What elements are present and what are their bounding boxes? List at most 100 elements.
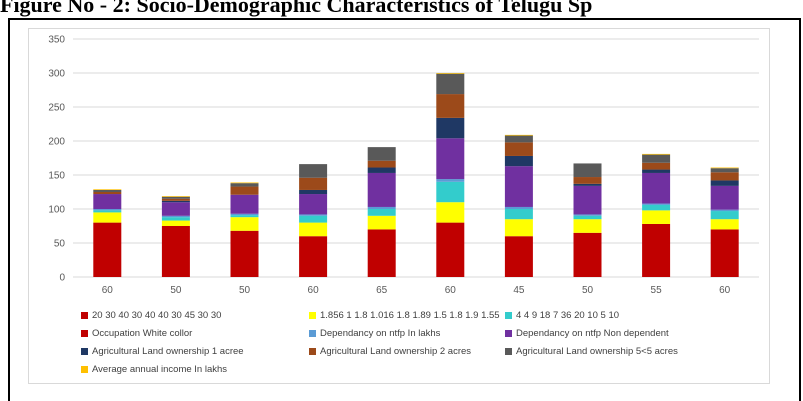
bar-segment [367,229,396,277]
x-tick-label: 50 [239,285,251,296]
bar-segment [93,222,122,277]
bar-segment [642,172,671,204]
legend-label: Agricultural Land ownership 1 acree [92,345,244,357]
bar-segment [436,73,465,95]
y-tick-label: 350 [48,35,65,46]
legend-label: Agricultural Land ownership 5<5 acres [516,345,678,357]
legend-swatch [309,329,316,337]
bar-segment [299,194,328,215]
bar-segment [230,217,259,231]
legend-swatch [505,347,512,355]
bar-segment [504,209,533,220]
legend-item: Dependancy on ntfp Non dependent [505,327,669,339]
bar-segment [367,172,396,207]
bar-segment [642,153,671,155]
bar-segment [710,219,739,230]
bar-segment [436,222,465,277]
legend-label: Dependancy on ntfp In lakhs [320,327,441,339]
x-tick-label: 60 [102,285,114,296]
bar-segment [161,200,190,203]
bar-segment [299,236,328,277]
y-tick-label: 100 [48,205,65,216]
bar-segment [710,185,739,210]
bar-segment [230,182,259,184]
bar-segment [161,220,190,226]
bar-segment [573,215,602,220]
bar-segment [299,215,328,223]
legend-swatch [505,311,512,319]
bar-segment [642,162,671,170]
bar-segment [504,206,533,209]
bar-segment [230,230,259,277]
bar-segment [642,204,671,211]
legend-swatch [309,311,316,319]
bar-segment [436,117,465,139]
figure-caption: Figure No - 2: Socio-Demographic Charact… [0,0,593,17]
bar-segment [230,215,259,218]
x-tick-label: 65 [376,285,388,296]
x-tick-label: 55 [651,285,663,296]
bar-segment [504,155,533,167]
bar-segment [436,138,465,180]
bar-segment [230,194,259,214]
bar-segment [161,196,190,199]
bar-segment [504,134,533,136]
bar-segment [299,214,328,216]
bar-segment [710,180,739,186]
legend-label: Average annual income In lakhs [92,363,228,375]
y-tick-label: 150 [48,171,65,182]
legend-swatch [81,329,88,337]
bar-segment [161,215,190,218]
bar-segment [93,192,122,195]
legend-label: 4 4 9 18 7 36 20 10 5 10 [516,309,620,321]
bar-segment [299,177,328,190]
bar-segment [93,212,122,223]
y-tick-label: 250 [48,103,65,114]
bar-segment [573,214,602,216]
legend-item: 1.856 1 1.8 1.016 1.8 1.89 1.5 1.8 1.9 1… [309,309,500,321]
legend-label: 1.856 1 1.8 1.016 1.8 1.89 1.5 1.8 1.9 1… [320,309,500,321]
legend-label: 20 30 40 30 40 40 30 45 30 30 [92,309,222,321]
bar-segment [367,209,396,216]
x-tick-label: 60 [308,285,320,296]
figure-frame [8,18,801,401]
bar-segment [161,217,190,221]
bar-segment [230,213,259,216]
bar-segment [710,172,739,181]
bar-segment [573,185,602,215]
legend-swatch [81,365,88,373]
bar-segment [642,210,671,224]
bar-segment [161,226,190,277]
legend-label: Dependancy on ntfp Non dependent [516,327,669,339]
legend-swatch [81,347,88,355]
bar-segment [93,189,122,192]
x-tick-label: 50 [170,285,182,296]
bar-segment [710,229,739,277]
bar-segment [573,219,602,233]
bar-segment [93,209,122,211]
bar-segment [436,202,465,223]
bar-segment [161,196,190,197]
bar-segment [299,189,328,195]
bar-segment [436,94,465,118]
x-tick-label: 60 [445,285,457,296]
bar-segment [436,181,465,203]
bar-segment [504,219,533,237]
legend-item: Occupation White collor [81,327,192,339]
bar-segment [573,163,602,178]
legend-item: Agricultural Land ownership 5<5 acres [505,345,678,357]
bar-segment [367,215,396,230]
bar-segment [93,189,122,190]
y-tick-label: 0 [59,273,65,284]
x-tick-label: 50 [582,285,594,296]
legend-label: Occupation White collor [92,327,193,339]
y-tick-label: 50 [54,239,66,250]
bar-segment [436,179,465,182]
bar-segment [573,177,602,184]
legend-swatch [309,347,316,355]
bar-segment [367,206,396,209]
legend-swatch [505,329,512,337]
bar-segment [642,169,671,173]
y-tick-label: 200 [48,137,65,148]
bar-segment [710,167,739,169]
